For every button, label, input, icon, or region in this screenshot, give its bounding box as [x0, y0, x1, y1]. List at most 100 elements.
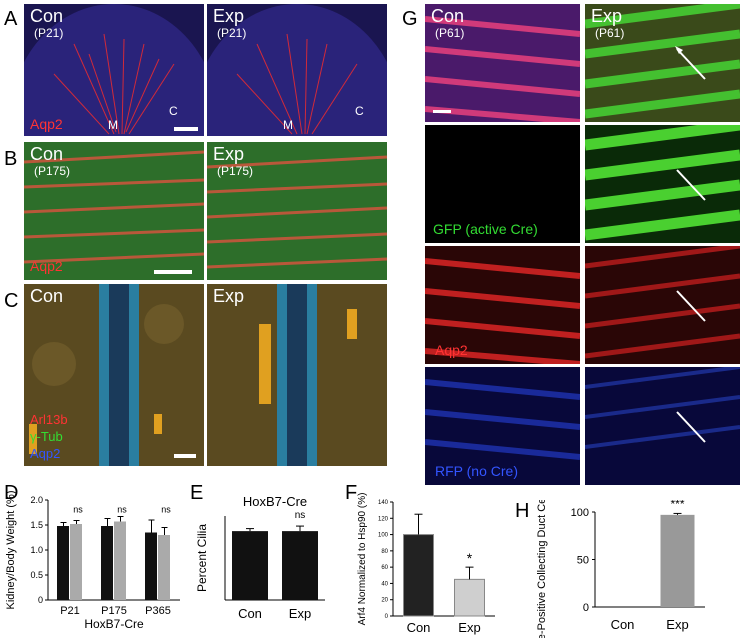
panel-letter-h: H	[515, 500, 530, 522]
scale-bar	[174, 454, 196, 458]
label-age: (P61)	[595, 26, 625, 40]
y-tick-label: 60	[381, 565, 388, 571]
bar	[403, 534, 434, 617]
stain-label-aqp2: Aqp2	[30, 116, 63, 132]
stain-label-gfp: GFP (active Cre)	[433, 221, 538, 237]
label-age: (P61)	[435, 26, 465, 40]
label-age: (P21)	[217, 26, 247, 40]
stain-label-rfp: RFP (no Cre)	[435, 463, 518, 479]
kidney-overlay	[207, 4, 387, 136]
y-axis-label: Percent Cilia	[195, 524, 209, 592]
significance-label: ***	[670, 500, 684, 511]
x-tick-label: Con	[611, 617, 635, 632]
bar	[57, 526, 69, 600]
tubule-overlay	[585, 125, 740, 241]
y-tick-label: 100	[571, 507, 589, 519]
panel-letter-c: C	[4, 290, 19, 312]
chart-h: 0 50 100 Con Exp *** Cre-Positive Collecting D…	[536, 500, 705, 638]
panel-letter-a: A	[4, 8, 18, 30]
x-tick-label: P175	[101, 605, 127, 617]
micrograph-g-merge-exp: Exp (P61)	[585, 4, 740, 122]
chart-d: 0 0.5 1.0 1.5 2.0 P21 ns P175 ns P365 ns HoxB7-Cre K…	[5, 490, 180, 631]
x-tick-label: P365	[145, 605, 171, 617]
x-tick-label: Exp	[458, 620, 480, 635]
micrograph-a-con: Con (P21) Aqp2 M C	[24, 4, 204, 136]
bar	[454, 578, 485, 617]
y-axis-label: Arf4 Normalized to Hsp90 (%)	[357, 493, 368, 626]
label-con: Con	[431, 6, 465, 26]
label-exp: Exp	[213, 6, 245, 26]
y-axis-label: Kidney/Body Weight (%)	[5, 490, 17, 609]
y-tick-label: 2.0	[30, 495, 43, 505]
label-age: (P175)	[34, 164, 71, 178]
kidney-overlay	[24, 4, 204, 136]
y-tick-label: 0	[385, 614, 389, 620]
x-tick-label: Con	[407, 620, 431, 635]
scale-bar	[154, 270, 192, 274]
scale-bar	[174, 127, 198, 131]
x-axis-label: HoxB7-Cre	[84, 617, 144, 631]
y-tick-label: 0	[583, 602, 589, 614]
label-cortex: C	[169, 104, 178, 118]
bar	[70, 524, 82, 600]
micrograph-g-rfp-con: RFP (no Cre)	[425, 367, 580, 485]
stain-label-arl13b: Arl13b	[30, 412, 68, 427]
tubule-overlay	[207, 155, 387, 269]
micrograph-g-gfp-con: GFP (active Cre)	[425, 125, 580, 243]
y-tick-label: 1.0	[30, 545, 43, 555]
label-con: Con	[30, 6, 64, 26]
panel-letter-e: E	[190, 482, 204, 504]
significance-label: *	[467, 550, 473, 566]
micrograph-g-gfp-exp	[585, 125, 740, 243]
label-con: Con	[30, 144, 64, 164]
label-medulla: M	[108, 118, 118, 132]
significance-label: ns	[161, 505, 171, 515]
x-tick-label: Con	[238, 606, 262, 621]
cilia-overlay	[259, 284, 357, 466]
chart-f: 0 20 40 60 80 100 120 140 Con Exp * Arf4 Normalized…	[357, 493, 495, 635]
panel-letter-d: D	[4, 482, 19, 504]
bar	[282, 531, 318, 600]
panel-letter-f: F	[345, 482, 358, 504]
y-tick-label: 0	[38, 595, 43, 605]
label-exp: Exp	[213, 144, 245, 164]
tubule-overlay	[585, 4, 740, 119]
bar	[660, 514, 695, 607]
stain-label-aqp2: Aqp2	[435, 342, 468, 358]
bar	[145, 532, 157, 600]
label-cortex: C	[355, 104, 364, 118]
label-exp: Exp	[213, 286, 245, 306]
tubule-overlay	[425, 258, 580, 364]
y-tick-label: 100	[378, 533, 389, 539]
panel-letter-b: B	[4, 148, 18, 170]
label-age: (P175)	[217, 164, 254, 178]
micrograph-b-exp: Exp (P175)	[207, 142, 387, 280]
label-exp: Exp	[591, 6, 623, 26]
tubule-overlay	[585, 367, 740, 449]
label-con: Con	[30, 286, 64, 306]
tubule-overlay	[585, 246, 740, 359]
scale-bar	[433, 110, 451, 113]
micrograph-g-aqp2-exp	[585, 246, 740, 364]
micrograph-g-aqp2-con: Aqp2	[425, 246, 580, 364]
significance-label: ns	[73, 505, 83, 515]
significance-label: ns	[117, 505, 127, 515]
chart-e: HoxB7-Cre Con Exp ns Percent Cilia	[195, 494, 325, 621]
y-tick-label: 1.5	[30, 520, 43, 530]
y-tick-label: 140	[378, 500, 389, 506]
micrograph-c-con: Con Arl13b γ-Tub Aqp2	[24, 284, 204, 466]
cilia-overlay	[29, 284, 184, 466]
y-tick-label: 50	[577, 555, 589, 567]
bar	[101, 526, 113, 600]
micrograph-c-exp: Exp	[207, 284, 387, 466]
y-tick-label: 80	[381, 549, 388, 555]
micrograph-b-con: Con (P175) Aqp2	[24, 142, 204, 280]
stain-label-gamma-tub: γ-Tub	[30, 429, 63, 444]
x-tick-label: Exp	[289, 606, 311, 621]
label-age: (P21)	[34, 26, 64, 40]
tubule-overlay	[24, 150, 204, 264]
y-tick-label: 20	[381, 598, 388, 604]
y-tick-label: 0.5	[30, 570, 43, 580]
chart-title: HoxB7-Cre	[243, 494, 307, 509]
bar	[114, 521, 126, 600]
